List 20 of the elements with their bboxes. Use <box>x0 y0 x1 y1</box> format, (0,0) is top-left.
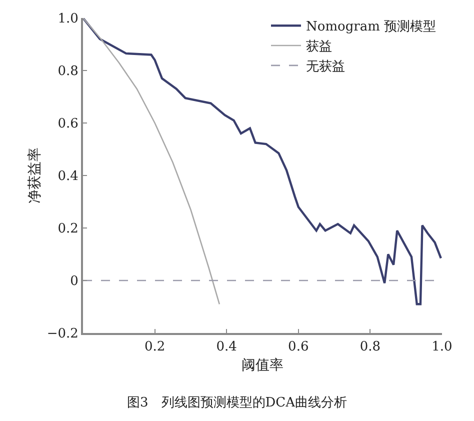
y-tick-label: 1.0 <box>58 12 78 27</box>
y-tick-label: −0.2 <box>46 326 78 342</box>
legend-label: Nomogram 预测模型 <box>306 20 436 35</box>
x-axis-title: 阈值率 <box>242 357 284 374</box>
y-tick-label: 0.6 <box>58 116 78 132</box>
legend-label: 无获益 <box>306 60 345 74</box>
line-series <box>83 18 220 305</box>
x-tick-label: 1.0 <box>432 340 452 355</box>
y-axis-title: 净获益率 <box>26 148 43 204</box>
y-tick-label: 0.2 <box>58 222 78 237</box>
line-series <box>83 18 442 306</box>
text: 图3 列线图预测模型的DCA曲线分析 <box>126 395 348 410</box>
x-tick-label: 0.8 <box>360 340 381 355</box>
y-tick-label: 0 <box>70 274 78 290</box>
x-tick-label: 0.4 <box>216 340 237 355</box>
y-tick-label: 0.8 <box>58 64 78 80</box>
x-tick-label: 0.6 <box>288 340 309 355</box>
legend-label: 获益 <box>306 40 332 55</box>
x-tick-label: 0.2 <box>144 340 166 355</box>
y-tick-label: 0.4 <box>58 169 78 184</box>
